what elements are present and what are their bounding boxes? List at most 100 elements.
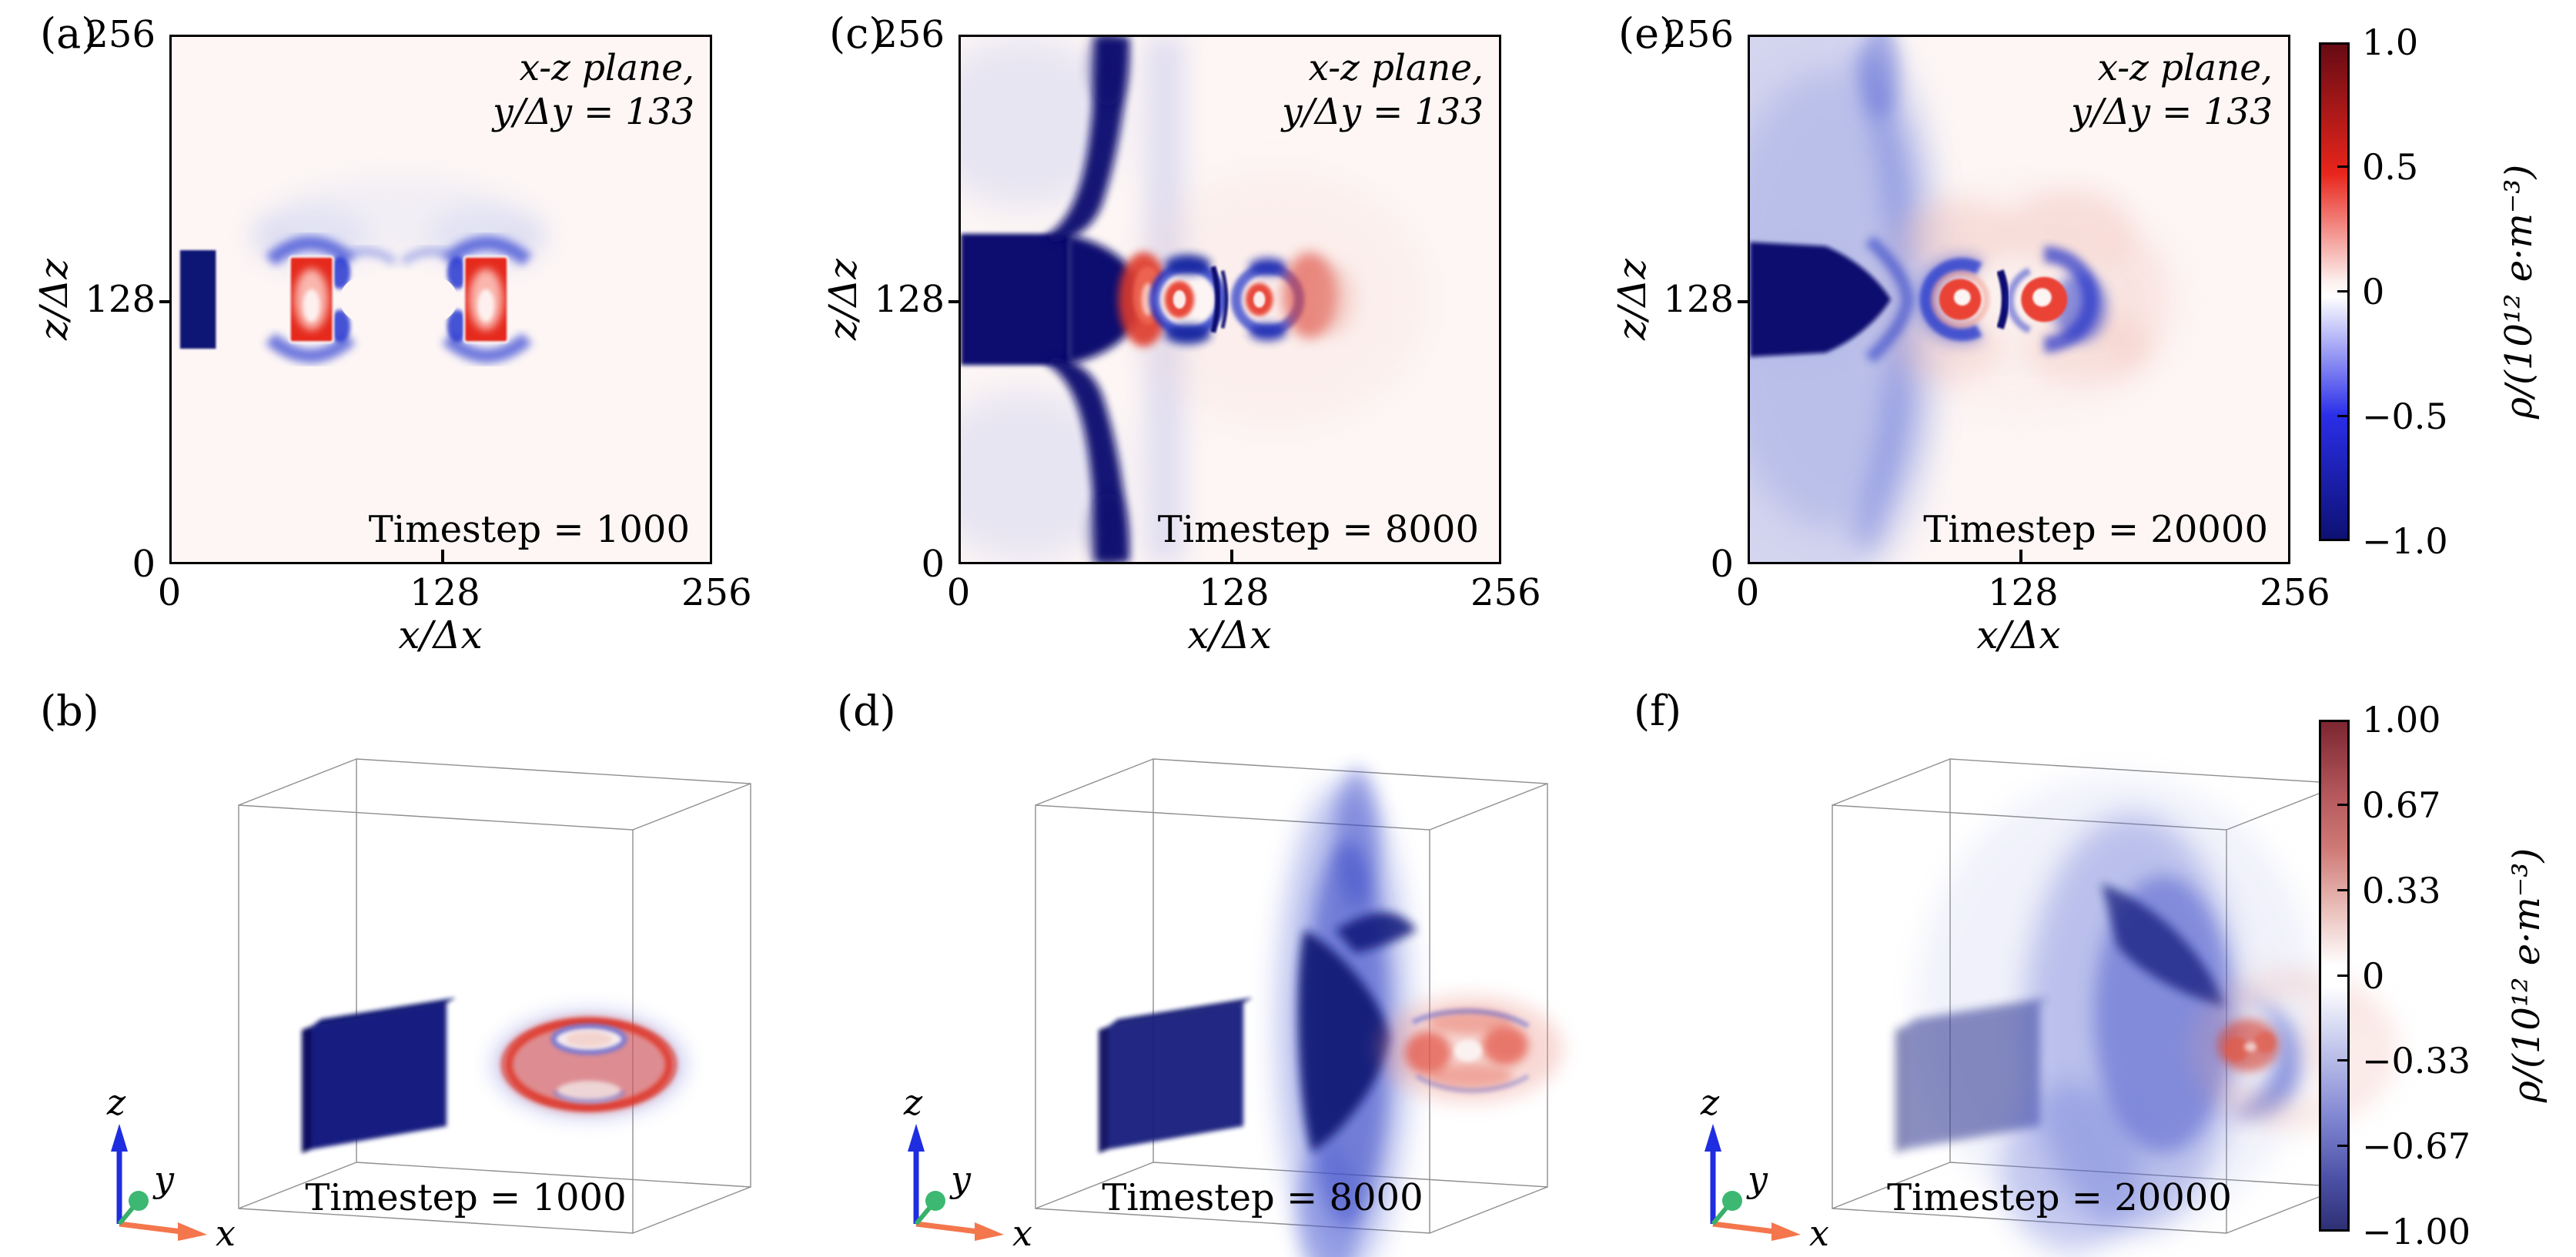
panel-b-letter: (b) [40, 687, 99, 735]
colorbar-tick-label: −0.67 [2362, 1125, 2471, 1167]
blue-rim-shape [1865, 236, 1915, 363]
x-tick-label: 0 [946, 571, 971, 614]
navy-sliver-shape [1220, 270, 1229, 329]
panel-c-y-axis-title: z/Δz [821, 259, 865, 340]
timestep-label: Timestep = 8000 [1157, 508, 1479, 551]
colorbar-tick-label: 0.5 [2362, 146, 2419, 188]
panel-a-letter: (a) [40, 9, 98, 58]
panel-b-volume: z x y Timestep = 1000 [106, 758, 751, 1254]
negative-plume-shape [961, 37, 1138, 562]
tick-mark [159, 300, 172, 303]
panel-d-letter: (d) [837, 687, 896, 735]
x-tick-label: 128 [1199, 571, 1270, 614]
colorbar-tick-label: −0.33 [2362, 1040, 2471, 1081]
navy-sliver-shape [1210, 266, 1221, 333]
timestep-label: Timestep = 1000 [305, 1176, 626, 1219]
z-axis-arrow-icon [1705, 1124, 1721, 1152]
panel-c-x-axis-title: x/Δx [1187, 613, 1272, 657]
axis-triad: z x y [903, 1081, 1032, 1254]
red-torus-shape [1378, 995, 1563, 1103]
panel-f-letter: (f) [1634, 687, 1682, 735]
z-axis-arrow-icon [111, 1124, 128, 1152]
y-tick-label: 256 [1663, 13, 1734, 56]
y-axis-label: y [152, 1158, 175, 1200]
y-tick-label: 0 [921, 543, 945, 586]
colorbar-tick-mark [2337, 804, 2350, 806]
tick-mark [1738, 300, 1750, 303]
timestep-label: Timestep = 20000 [1887, 1176, 2232, 1219]
x-axis-arrow-icon [915, 1221, 979, 1235]
x-axis-arrow-icon [119, 1221, 182, 1235]
colorbar-tick-label: −0.5 [2362, 396, 2448, 437]
x-tick-label: 0 [157, 571, 182, 614]
axis-triad: z x y [1700, 1081, 1829, 1254]
colorbar-tick-label: 0 [2362, 955, 2385, 997]
panel-c-letter: (c) [829, 9, 885, 58]
panel-a-plot: x-z plane, y/Δy = 133 Timestep = 1000 [159, 35, 712, 564]
z-axis-label: z [903, 1081, 923, 1123]
red-torus-shape [490, 1009, 687, 1120]
eye-structure-2 [2006, 246, 2108, 353]
y-axis-ball-icon [925, 1191, 945, 1211]
panel-e-y-axis-title: z/Δz [1610, 259, 1654, 340]
wireframe-box [238, 758, 751, 1234]
negative-plate-shape [1099, 998, 1253, 1153]
colorbar-tick-mark [2337, 290, 2350, 293]
tick-mark [948, 300, 961, 303]
plane-annotation: x-z plane, y/Δy = 133 [493, 47, 694, 134]
negative-plate-shape [1895, 998, 2049, 1153]
x-axis-arrow-icon [1771, 1222, 1801, 1241]
colorbar-bottom-title: ρ/(10¹² e·m⁻³) [2505, 847, 2548, 1103]
panel-f-volume: z x y Timestep = 20000 [1700, 758, 2394, 1254]
x-tick-label: 0 [1735, 571, 1760, 614]
colorbar-tick-label: −1.0 [2362, 520, 2448, 562]
panel-a-x-axis-title: x/Δx [398, 613, 483, 657]
colorbar-tick-label: 0 [2362, 271, 2385, 313]
tick-mark [1230, 550, 1233, 562]
x-tick-label: 128 [410, 571, 480, 614]
z-axis-label: z [106, 1081, 126, 1123]
colorbar-tick-label: 1.00 [2362, 699, 2441, 740]
colorbar-tick-mark [2337, 415, 2350, 417]
navy-sliver-shape [1996, 269, 2009, 329]
y-axis-ball-icon [1711, 1204, 1731, 1225]
y-axis-label: y [949, 1158, 972, 1200]
x-axis-label: x [1012, 1212, 1032, 1254]
colorbar-tick-label: 0.33 [2362, 870, 2441, 911]
colorbar-tick-mark [2337, 165, 2350, 168]
colorbar-tick-mark [2337, 1145, 2350, 1147]
y-axis-ball-icon [1722, 1191, 1742, 1211]
x-tick-label: 256 [1470, 571, 1541, 614]
x-axis-arrow-icon [178, 1222, 207, 1241]
panel-e-letter: (e) [1618, 9, 1676, 58]
y-axis-ball-icon [914, 1204, 934, 1225]
x-tick-label: 256 [2260, 571, 2330, 614]
y-tick-label: 256 [85, 13, 156, 56]
x-tick-label: 256 [681, 571, 752, 614]
blue-bow-shock-shape [1278, 768, 1417, 1257]
y-tick-label: 256 [874, 13, 945, 56]
negative-plate-shape [302, 998, 456, 1153]
blue-haze-shape [251, 176, 547, 267]
panel-a-heatmap [179, 176, 547, 363]
panel-a-y-axis-title: z/Δz [32, 259, 76, 340]
negative-wedge-shape [1750, 242, 1891, 357]
x-axis-arrow-icon [1712, 1221, 1775, 1235]
colorbar-tick-label: −1.00 [2362, 1211, 2471, 1252]
red-patch-shape [1311, 264, 1354, 335]
y-axis-ball-icon [117, 1204, 137, 1225]
vortex-ring-1 [1149, 254, 1227, 345]
eye-structure-1 [1914, 252, 1990, 347]
colorbar-tick-label: 1.0 [2362, 22, 2419, 63]
panel-e-plot: x-z plane, y/Δy = 133 Timestep = 20000 [1738, 35, 2290, 564]
axis-triad: z x y [106, 1081, 236, 1254]
colorbar-tick-mark [2337, 975, 2350, 977]
y-tick-label: 128 [874, 278, 945, 321]
tick-mark [441, 550, 444, 562]
x-tick-label: 128 [1988, 571, 2059, 614]
positive-square-1 [265, 236, 398, 363]
z-axis-label: z [1700, 1081, 1720, 1123]
panel-c-heatmap [961, 37, 1428, 562]
panel-c-plot: x-z plane, y/Δy = 133 Timestep = 8000 [948, 35, 1501, 564]
plane-annotation: x-z plane, y/Δy = 133 [1282, 47, 1484, 134]
